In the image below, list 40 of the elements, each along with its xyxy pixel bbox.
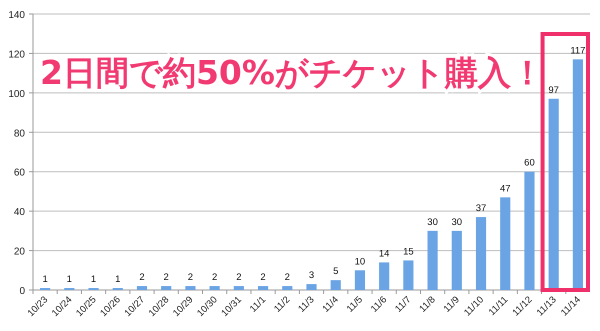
data-label: 2 [188,272,194,284]
y-tick-label: 80 [14,128,26,140]
y-tick-label: 140 [8,10,26,21]
data-label: 2 [139,272,145,284]
data-label: 1 [66,274,72,286]
data-label: 3 [308,270,314,282]
data-label: 2 [212,272,218,284]
x-tick-label: 11/3 [296,294,317,315]
data-label: 15 [403,246,414,258]
data-label: 2 [284,272,290,284]
data-label: 1 [115,274,120,286]
data-label: 1 [42,274,48,286]
x-tick-label: 11/1 [248,294,268,315]
x-tick-label: 11/5 [344,294,366,315]
x-tick-label: 11/6 [368,294,390,315]
data-label: 2 [260,272,266,284]
y-tick-label: 40 [14,207,26,218]
data-label: 37 [476,203,486,214]
data-label: 2 [236,272,242,284]
y-tick-label: 20 [14,246,26,258]
data-label: 30 [427,216,438,228]
x-tick-label: 11/4 [320,294,341,315]
data-label: 117 [570,45,586,56]
data-label: 14 [378,248,390,260]
data-label: 5 [333,266,338,278]
x-tick-label: 11/9 [442,294,462,315]
data-label: 2 [164,272,169,284]
data-label: 60 [524,158,535,169]
data-label: 30 [452,216,462,228]
data-label: 10 [354,256,366,268]
x-tick-label: 11/8 [417,294,438,315]
y-tick-label: 120 [8,49,26,60]
x-tick-label: 11/2 [272,294,292,315]
data-label: 47 [500,183,511,194]
annotation: 2日間で約50%がチケット購入！ [40,53,544,92]
y-tick-label: 100 [8,88,26,100]
y-tick-label: 60 [14,168,26,179]
data-label: 97 [548,84,559,96]
data-label: 1 [90,274,96,286]
y-tick-label: 0 [19,286,26,297]
